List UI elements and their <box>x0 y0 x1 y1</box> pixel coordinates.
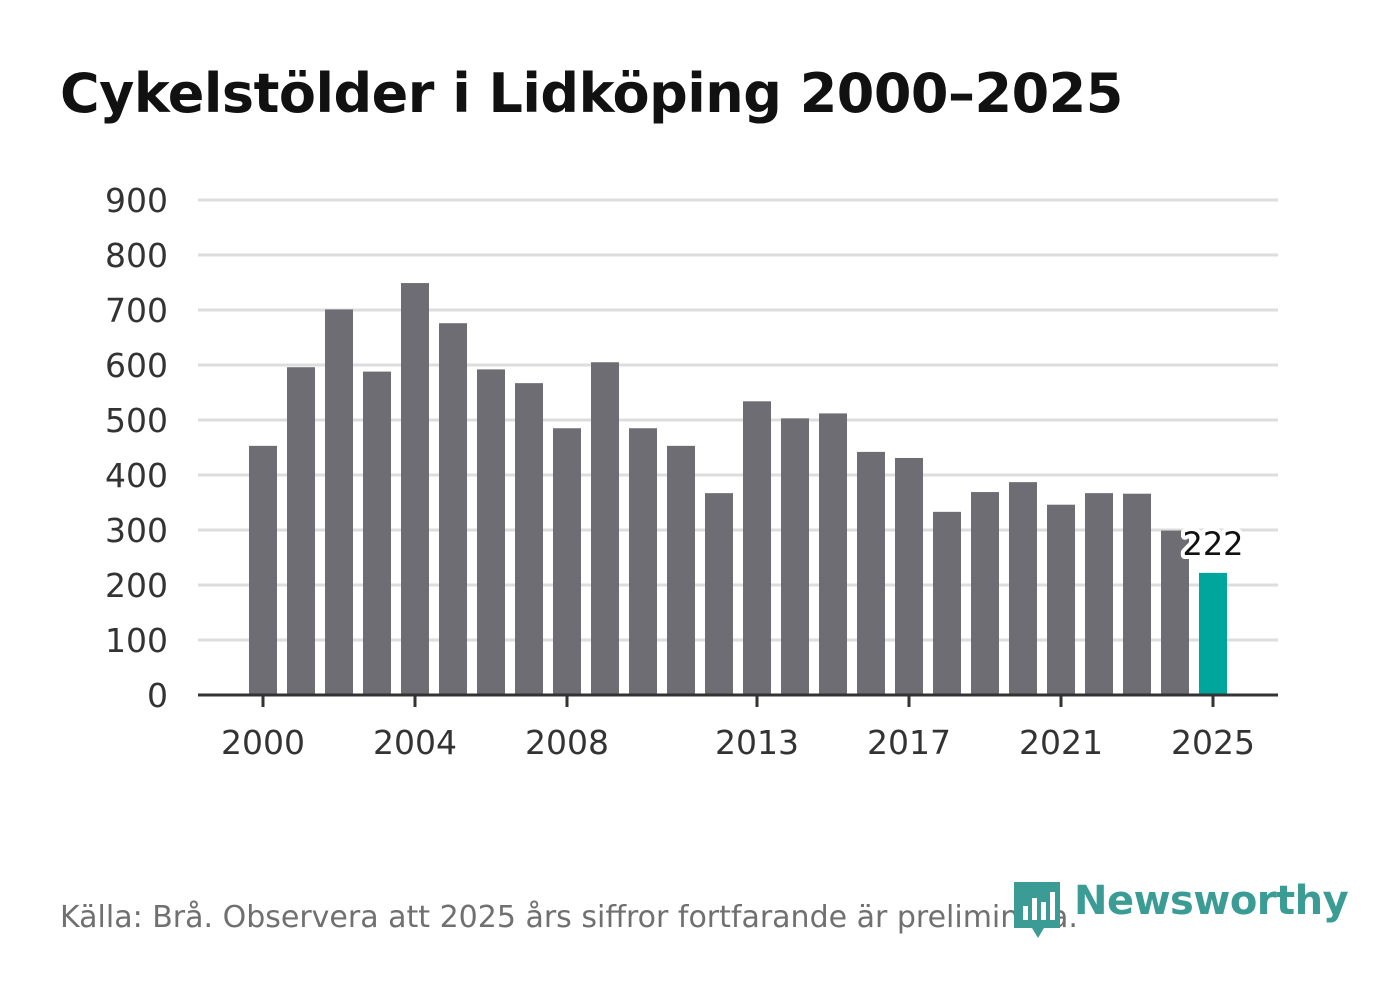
chart-title: Cykelstölder i Lidköping 2000–2025 <box>60 62 1123 125</box>
bar-2005 <box>439 323 467 695</box>
bar-2014 <box>781 418 809 695</box>
x-tick-label: 2000 <box>221 723 305 762</box>
bar-2020 <box>1009 482 1037 695</box>
bar-2016 <box>857 451 885 695</box>
x-tick-label: 2004 <box>373 723 457 762</box>
logo-text: Newsworthy <box>1074 878 1349 924</box>
y-tick-label: 700 <box>105 291 168 330</box>
y-tick-label: 500 <box>105 401 168 440</box>
bar-2007 <box>515 383 543 695</box>
x-tick-label: 2013 <box>715 723 799 762</box>
bar-2015 <box>819 413 847 695</box>
bar-2018 <box>933 511 961 695</box>
bar-chart: 0 100 200 300 400 500 600 700 800 900 2000 2004 2008… <box>105 181 1278 762</box>
bar-2010 <box>629 428 657 695</box>
bar-2000 <box>249 445 277 695</box>
y-tick-label: 300 <box>105 511 168 550</box>
y-tick-label: 800 <box>105 236 168 275</box>
x-tick-label: 2008 <box>525 723 609 762</box>
y-tick-label: 200 <box>105 566 168 605</box>
bar-2008 <box>553 428 581 695</box>
y-tick-label: 0 <box>147 676 168 715</box>
bar-2002 <box>325 309 353 695</box>
bar-2025 <box>1199 572 1227 695</box>
bar-2017 <box>895 457 923 695</box>
bar-2009 <box>591 362 619 695</box>
source-note: Källa: Brå. Observera att 2025 års siffr… <box>60 900 1078 935</box>
bar-2003 <box>363 371 391 695</box>
y-tick-label: 100 <box>105 621 168 660</box>
newsworthy-logo[interactable]: Newsworthy <box>1010 878 1349 942</box>
y-tick-label: 400 <box>105 456 168 495</box>
bar-2019 <box>971 492 999 695</box>
bar-2024 <box>1161 530 1189 695</box>
bar-2011 <box>667 445 695 695</box>
bar-2001 <box>287 367 315 695</box>
data-label-halo: 222 <box>1182 525 1243 563</box>
y-tick-label: 900 <box>105 181 168 220</box>
bar-2013 <box>743 401 771 695</box>
bar-2023 <box>1123 493 1151 695</box>
bar-2012 <box>705 493 733 695</box>
data-label-2025: 222 <box>1182 525 1243 563</box>
x-tick-label: 2025 <box>1171 723 1255 762</box>
x-tick-label: 2017 <box>867 723 951 762</box>
bar-2004 <box>401 283 429 695</box>
bar-2006 <box>477 369 505 695</box>
bar-2022 <box>1085 493 1113 695</box>
y-tick-label: 600 <box>105 346 168 385</box>
newsworthy-logo-icon <box>1014 882 1060 938</box>
bar-2021 <box>1047 504 1075 695</box>
x-tick-label: 2021 <box>1019 723 1103 762</box>
